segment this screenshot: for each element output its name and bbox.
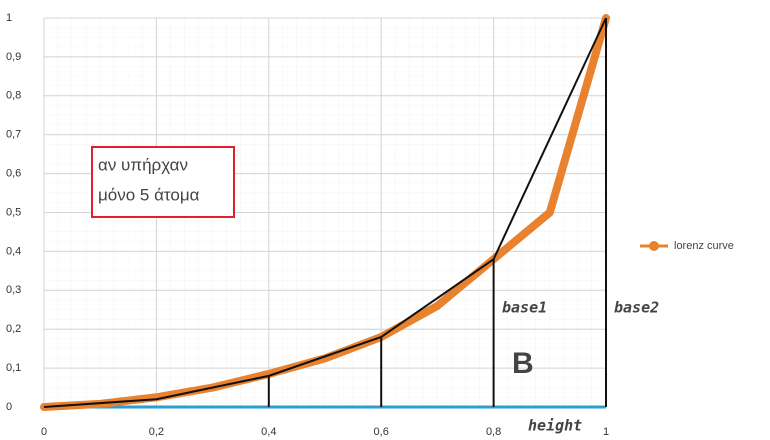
annotation-box: [91, 146, 235, 218]
y-tick-label: 0,2: [6, 323, 21, 335]
x-tick-label: 0,4: [261, 426, 276, 438]
lorenz-line: [40, 14, 610, 411]
y-tick-label: 0,8: [6, 90, 21, 102]
area-label: B: [512, 347, 534, 380]
x-tick-label: 0,2: [149, 426, 164, 438]
legend-marker: [649, 241, 659, 251]
x-tick-label: 0,8: [486, 426, 501, 438]
y-tick-label: 0,1: [6, 362, 21, 374]
y-tick-label: 0,6: [6, 168, 21, 180]
y-tick-label: 0,5: [6, 206, 21, 218]
y-tick-label: 0: [6, 401, 12, 413]
y-tick-label: 0,9: [6, 51, 21, 63]
segment-line: [43, 17, 607, 408]
y-tick-label: 0,7: [6, 129, 21, 141]
y-tick-label: 0,3: [6, 284, 21, 296]
legend-label: lorenz curve: [674, 240, 734, 252]
x-tick-label: 0,6: [374, 426, 389, 438]
x-tick-label: 1: [603, 426, 609, 438]
y-tick-label: 1: [6, 12, 12, 24]
base1-label: base1: [502, 299, 547, 317]
annotation-text: μόνο 5 άτομα: [98, 185, 200, 204]
height-label: height: [528, 417, 582, 435]
base2-label: base2: [614, 299, 659, 317]
y-tick-label: 0,4: [6, 245, 21, 257]
x-tick-label: 0: [41, 426, 47, 438]
annotation-text: αν υπήρχαν: [98, 155, 188, 174]
